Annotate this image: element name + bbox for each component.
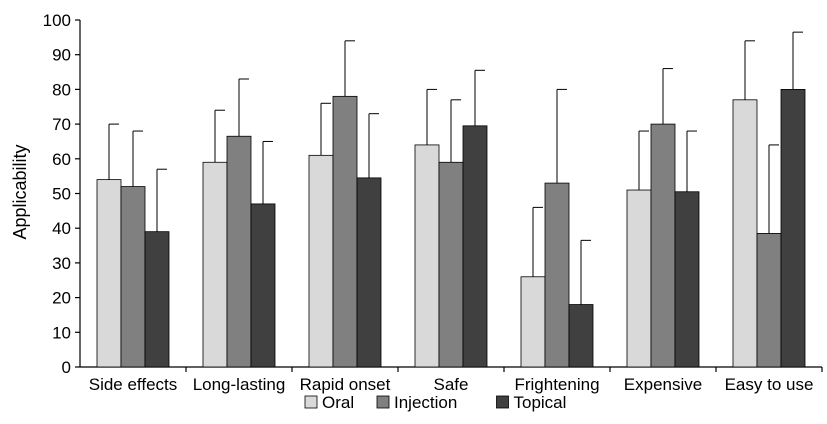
legend: Oral Injection Topical (304, 393, 567, 412)
y-axis-label: Applicability (10, 144, 30, 239)
x-tick-label: Rapid onset (300, 375, 391, 394)
y-tick-label: 50 (52, 185, 71, 204)
x-tick-label: Easy to use (725, 375, 814, 394)
y-tick-label: 30 (52, 254, 71, 273)
bar-oral (96, 179, 122, 368)
bar-injection (226, 135, 252, 368)
y-tick-label: 60 (52, 150, 71, 169)
y-tick-label: 70 (52, 115, 71, 134)
bar-injection (332, 95, 358, 368)
y-tick-label: 80 (52, 80, 71, 99)
y-tick-label: 40 (52, 219, 71, 238)
bar-oral (626, 189, 652, 368)
y-tick-label: 90 (52, 46, 71, 65)
legend-swatch-topical (496, 395, 509, 409)
error-bars (108, 31, 803, 305)
bar-oral (202, 161, 228, 368)
legend-label-topical: Topical (514, 393, 567, 412)
x-tick-label: Expensive (624, 375, 702, 394)
x-tick-label: Long-lasting (193, 375, 286, 394)
legend-swatch-oral (304, 395, 318, 409)
legend-label-injection: Injection (394, 393, 457, 412)
bar-oral (732, 99, 758, 368)
bar-topical (674, 191, 700, 368)
bar-oral (520, 276, 546, 368)
bar-injection (120, 186, 146, 368)
bars (96, 89, 806, 368)
bar-topical (250, 203, 276, 368)
y-tick-label: 20 (52, 289, 71, 308)
bar-topical (356, 177, 382, 368)
bar-topical (568, 304, 594, 368)
legend-label-oral: Oral (322, 393, 354, 412)
legend-swatch-injection (376, 395, 390, 409)
bar-injection (438, 161, 464, 368)
y-tick-label: 0 (62, 358, 71, 377)
tick-labels: 0 10 20 30 40 50 60 70 80 90 100 Side effects Long-l… (43, 11, 814, 394)
bar-oral (414, 144, 440, 368)
y-tick-label: 100 (43, 11, 71, 30)
bar-topical (144, 231, 170, 368)
x-tick-label: Frightening (514, 375, 599, 394)
bar-oral (308, 154, 334, 368)
bar-topical (462, 125, 488, 368)
bar-injection (544, 182, 570, 368)
x-tick-label: Safe (434, 375, 469, 394)
x-tick-label: Side effects (89, 375, 178, 394)
bar-injection (650, 123, 676, 368)
y-tick-label: 10 (52, 323, 71, 342)
bar-injection (756, 233, 782, 368)
bar-topical (780, 89, 806, 368)
